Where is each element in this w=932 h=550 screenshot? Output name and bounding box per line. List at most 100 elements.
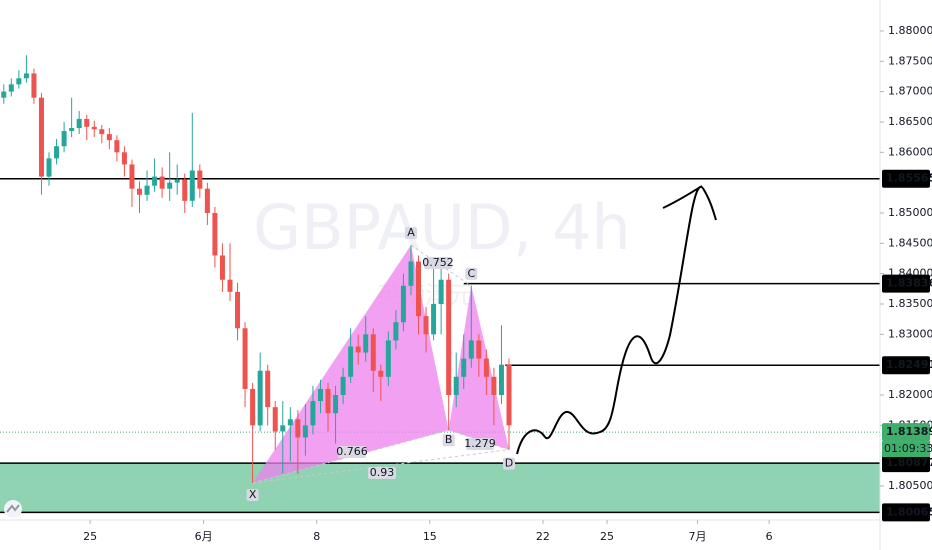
zone-tag: 1.80877	[886, 456, 932, 469]
countdown-box	[882, 441, 930, 458]
candle-body	[446, 279, 452, 396]
candle-body	[400, 285, 406, 323]
candle-body	[99, 129, 105, 135]
x-tick-label: 7月	[689, 530, 707, 543]
candle-body	[295, 419, 301, 438]
zone-tag-box	[882, 454, 930, 473]
y-tick-label: 1.85000	[888, 206, 932, 219]
candle-body	[340, 376, 346, 396]
candle-body	[152, 176, 158, 186]
candle-body	[272, 407, 278, 432]
y-tick-label: 1.88000	[888, 24, 932, 37]
candle-body	[378, 370, 384, 377]
candle-body	[385, 340, 391, 377]
x-tick-label: 15	[423, 530, 437, 543]
candle-body	[84, 118, 90, 127]
watermark: GBPAUD, 4h	[253, 191, 631, 264]
plot-area: X A B C D 0.766 0.752 1.279 0.93	[0, 55, 880, 514]
candle-body	[189, 170, 195, 201]
candle-body	[129, 164, 135, 189]
candle-body	[159, 176, 165, 189]
pattern-point-label: D	[505, 457, 513, 470]
candle-body	[1, 91, 7, 98]
ratio-label: 0.93	[370, 466, 395, 479]
candle-body	[242, 328, 248, 389]
candle-body	[257, 370, 263, 426]
current-price-tag-box	[882, 423, 930, 442]
y-tick-label: 1.86000	[888, 145, 932, 158]
candle-body	[61, 131, 67, 147]
ratio-box	[424, 257, 452, 269]
candle-body	[106, 134, 112, 141]
candle-body	[197, 170, 203, 189]
candle-body	[144, 185, 150, 195]
candle-body	[348, 346, 354, 377]
candle-body	[431, 303, 437, 335]
x-tick-label: 25	[600, 530, 614, 543]
candle-body	[265, 370, 271, 408]
candle-body	[317, 388, 323, 402]
pattern-point-box	[246, 488, 259, 501]
candle-body	[393, 322, 399, 341]
pattern-ratio-line	[252, 449, 510, 484]
level-tag-box	[882, 356, 930, 375]
y-tick-label: 1.83500	[888, 297, 932, 310]
pattern-point-box	[442, 434, 455, 447]
candle-body	[174, 179, 180, 183]
pattern-point-box	[404, 227, 417, 240]
pattern-point-box	[502, 457, 515, 470]
y-tick-label: 1.84500	[888, 236, 932, 249]
level-tag: 1.85565	[886, 172, 932, 185]
pattern-point-label: B	[445, 433, 453, 446]
ratio-label: 1.279	[464, 437, 496, 450]
candle-body	[310, 401, 316, 426]
candle-body	[363, 334, 369, 353]
candle-body	[370, 334, 376, 371]
countdown: 01:09:33	[884, 442, 932, 455]
candle-body	[46, 158, 52, 177]
current-price-tag: 1.81389	[886, 425, 932, 438]
candle-body	[227, 279, 233, 292]
candle-body	[355, 346, 361, 353]
candle-body	[325, 388, 331, 414]
candle-body	[423, 316, 429, 335]
candle-body	[453, 376, 459, 396]
candle-body	[280, 425, 286, 432]
ratio-box	[368, 467, 396, 479]
candle-body	[438, 279, 444, 304]
candle-body	[38, 97, 44, 177]
level-tag: 1.82491	[886, 358, 932, 371]
candle-body	[250, 388, 256, 426]
zone-tag: 1.80065	[886, 505, 932, 518]
y-tick-label: 1.83000	[888, 327, 932, 340]
ratio-box	[466, 438, 494, 450]
candle-body	[212, 212, 218, 256]
candle-body	[498, 364, 504, 396]
candle-body	[16, 78, 22, 85]
pattern-point-label: C	[467, 267, 475, 280]
x-tick-label: 8	[313, 530, 320, 543]
y-tick-label: 1.80500	[888, 479, 932, 492]
candle-body	[23, 73, 29, 79]
candle-body	[121, 152, 127, 165]
candle-body	[333, 395, 339, 414]
candle-body	[204, 188, 210, 213]
candle-body	[182, 179, 188, 201]
y-tick-label: 1.87500	[888, 54, 932, 67]
pattern-ratio-line	[252, 429, 449, 484]
zone-tag-box	[882, 503, 930, 522]
pattern-point-label: X	[249, 488, 257, 501]
candle-body	[54, 146, 60, 159]
candle-body	[476, 340, 482, 359]
x-tick-label: 25	[83, 530, 97, 543]
logo	[4, 500, 22, 518]
candle-body	[491, 376, 497, 396]
candle-body	[8, 84, 14, 92]
pattern-point-box	[465, 267, 478, 280]
x-tick-label: 6月	[195, 530, 213, 543]
y-tick-label: 1.87000	[888, 85, 932, 98]
candle-body	[408, 261, 414, 286]
x-tick-label: 6	[766, 530, 773, 543]
y-tick-label: 1.86500	[888, 115, 932, 128]
candle-body	[468, 340, 474, 359]
